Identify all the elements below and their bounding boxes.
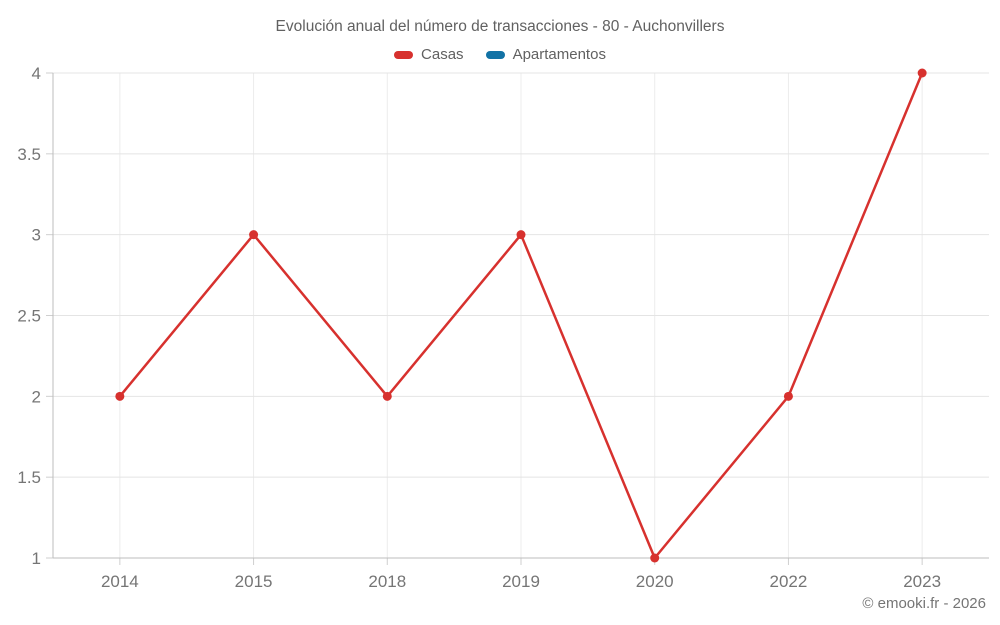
chart-title: Evolución anual del número de transaccio… <box>275 18 725 35</box>
data-point[interactable] <box>917 68 927 78</box>
apartamentos-swatch-icon <box>485 50 505 59</box>
y-tick-label: 1.5 <box>17 468 41 487</box>
data-point[interactable] <box>382 391 392 401</box>
y-tick-label: 4 <box>32 64 41 83</box>
y-tick-label: 3.5 <box>17 145 41 164</box>
legend-item-apartamentos[interactable]: Apartamentos <box>485 46 606 63</box>
legend-label-apartamentos: Apartamentos <box>512 46 606 63</box>
x-tick-label: 2015 <box>235 572 273 591</box>
data-point[interactable] <box>115 391 125 401</box>
data-point[interactable] <box>516 230 526 240</box>
casas-swatch-icon <box>394 50 414 59</box>
x-tick-label: 2018 <box>368 572 406 591</box>
legend-item-casas[interactable]: Casas <box>394 46 464 63</box>
legend-label-casas: Casas <box>421 46 464 63</box>
x-tick-label: 2020 <box>636 572 674 591</box>
data-point[interactable] <box>249 230 259 240</box>
y-tick-label: 2.5 <box>17 307 41 326</box>
y-tick-label: 1 <box>32 549 41 568</box>
data-point[interactable] <box>783 391 793 401</box>
legend: Casas Apartamentos <box>0 46 1000 63</box>
x-tick-label: 2019 <box>502 572 540 591</box>
y-tick-label: 3 <box>32 226 41 245</box>
data-point[interactable] <box>650 553 660 563</box>
attribution: © emooki.fr - 2026 <box>862 595 986 612</box>
x-tick-label: 2014 <box>101 572 139 591</box>
x-tick-label: 2023 <box>903 572 941 591</box>
y-tick-label: 2 <box>32 387 41 406</box>
x-tick-label: 2022 <box>770 572 808 591</box>
